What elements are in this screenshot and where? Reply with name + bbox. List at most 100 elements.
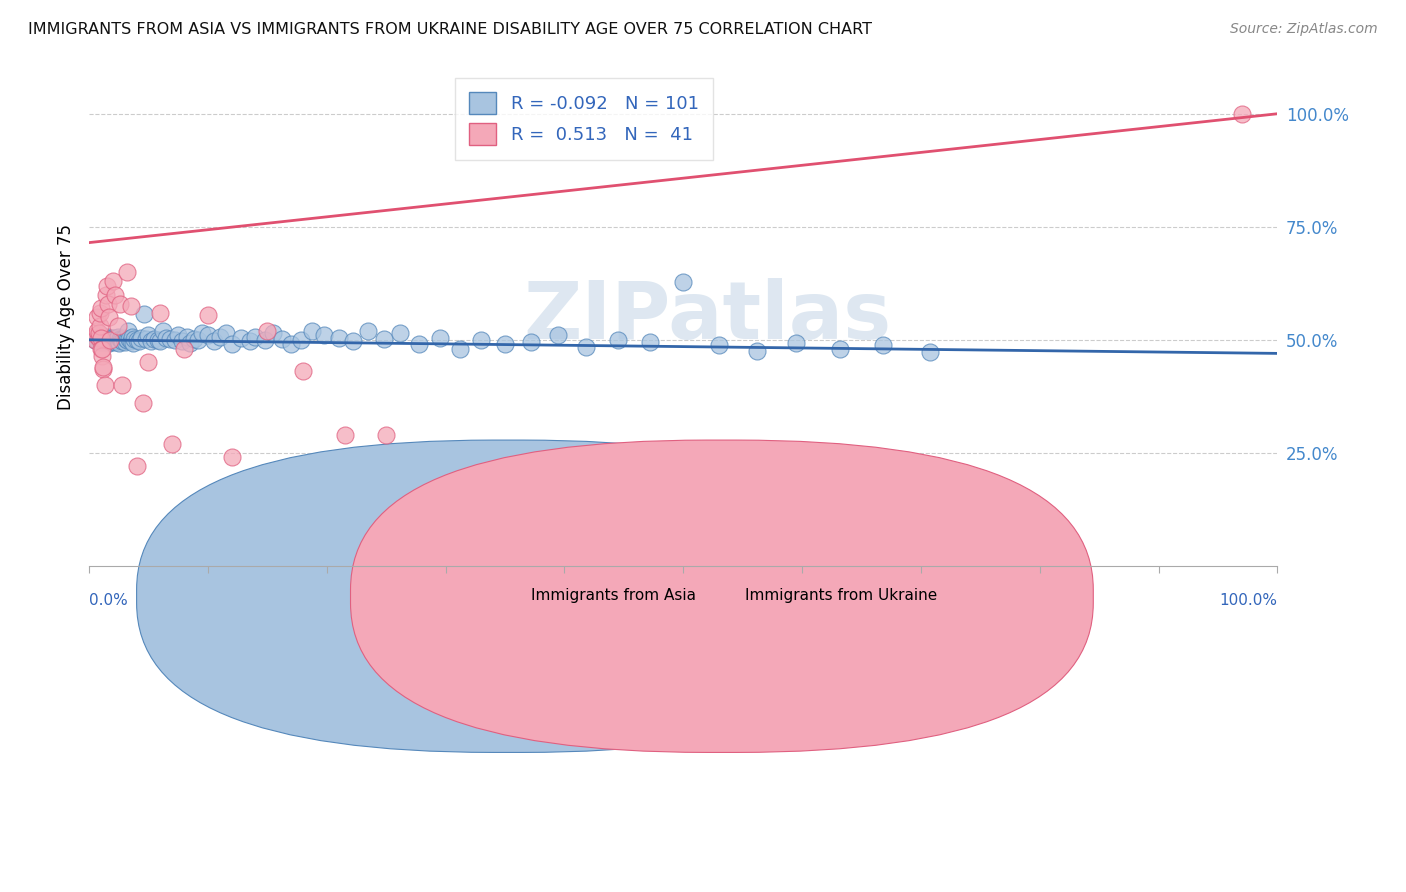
Point	[191, 326, 214, 340]
Point	[429, 330, 451, 344]
Point	[785, 336, 807, 351]
Point	[187, 333, 209, 347]
Point	[159, 332, 181, 346]
Point	[117, 324, 139, 338]
Point	[87, 330, 110, 344]
Point	[149, 306, 172, 320]
Point	[494, 337, 516, 351]
Point	[104, 334, 127, 349]
Point	[98, 335, 121, 350]
Point	[90, 330, 112, 344]
Text: 0.0%: 0.0%	[89, 593, 128, 608]
Point	[96, 331, 118, 345]
Point	[89, 319, 111, 334]
Point	[90, 330, 112, 344]
Point	[215, 326, 238, 341]
Point	[86, 310, 108, 325]
Point	[231, 330, 253, 344]
Point	[104, 331, 127, 345]
Point	[107, 334, 129, 348]
Point	[547, 328, 569, 343]
Point	[221, 450, 243, 465]
Point	[104, 287, 127, 301]
Point	[97, 334, 120, 348]
Y-axis label: Disability Age Over 75: Disability Age Over 75	[58, 224, 75, 410]
Point	[86, 334, 108, 348]
Point	[138, 355, 160, 369]
Point	[97, 296, 120, 310]
Point	[115, 265, 138, 279]
Point	[121, 330, 143, 344]
Point	[342, 334, 364, 348]
Point	[86, 324, 108, 338]
Point	[94, 287, 117, 301]
Text: 100.0%: 100.0%	[1219, 593, 1278, 608]
Point	[138, 328, 160, 343]
Point	[408, 337, 430, 351]
Point	[745, 344, 768, 359]
Point	[91, 349, 114, 363]
Point	[638, 335, 661, 350]
Point	[301, 324, 323, 338]
Point	[155, 330, 177, 344]
Point	[373, 332, 395, 346]
Point	[270, 332, 292, 346]
Point	[872, 338, 894, 352]
FancyBboxPatch shape	[136, 440, 879, 753]
Point	[87, 326, 110, 340]
Point	[122, 335, 145, 350]
Point	[707, 338, 730, 352]
Point	[107, 319, 129, 334]
Point	[606, 333, 628, 347]
Point	[167, 328, 190, 343]
Point	[470, 333, 492, 347]
Point	[100, 333, 122, 347]
Point	[170, 334, 193, 348]
Point	[118, 332, 141, 346]
Point	[89, 306, 111, 320]
FancyBboxPatch shape	[350, 440, 1094, 753]
Point	[114, 334, 136, 349]
Point	[90, 335, 112, 350]
Point	[93, 334, 115, 348]
Point	[149, 334, 172, 348]
Point	[91, 362, 114, 376]
Point	[108, 296, 131, 310]
Point	[328, 330, 350, 344]
Point	[672, 275, 695, 289]
Point	[238, 334, 260, 348]
Point	[122, 332, 145, 346]
Point	[125, 333, 148, 347]
Point	[139, 334, 162, 348]
Point	[91, 359, 114, 374]
Point	[103, 332, 125, 346]
Point	[179, 335, 201, 350]
Point	[93, 332, 115, 346]
Point	[87, 332, 110, 346]
Point	[101, 334, 124, 348]
Legend: R = -0.092   N = 101, R =  0.513   N =  41: R = -0.092 N = 101, R = 0.513 N = 41	[454, 78, 713, 160]
Point	[91, 333, 114, 347]
Point	[221, 337, 243, 351]
Point	[449, 342, 471, 356]
Point	[280, 337, 302, 351]
Point	[253, 333, 276, 347]
Point	[96, 333, 118, 347]
Point	[100, 334, 122, 349]
Point	[1230, 107, 1253, 121]
Point	[110, 333, 132, 347]
Point	[97, 330, 120, 344]
Point	[84, 328, 107, 343]
Point	[291, 364, 314, 378]
Point	[357, 324, 380, 338]
Point	[96, 278, 118, 293]
Point	[100, 333, 122, 347]
Point	[131, 331, 153, 345]
Point	[163, 333, 186, 347]
Point	[208, 330, 231, 344]
Point	[98, 310, 121, 325]
Point	[111, 378, 134, 392]
Point	[91, 330, 114, 344]
Point	[176, 330, 198, 344]
Point	[575, 340, 598, 354]
